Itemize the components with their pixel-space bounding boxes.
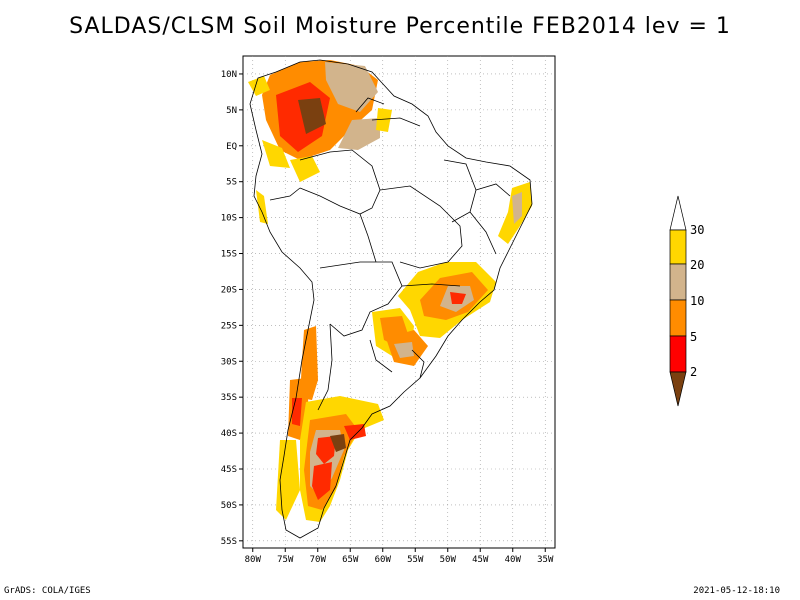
- lon-label: 75W: [277, 555, 294, 565]
- lon-label: 50W: [440, 555, 457, 565]
- lon-label: 70W: [310, 555, 327, 565]
- lon-label: 60W: [375, 555, 392, 565]
- footer-timestamp: 2021-05-12-18:10: [693, 586, 780, 596]
- colorbar-arrow-top: [669, 195, 687, 231]
- lat-label: 15S: [221, 250, 237, 260]
- colorbar-label-10: 10: [690, 294, 704, 308]
- lat-label: 5S: [226, 178, 237, 188]
- lat-label: 5N: [226, 106, 237, 116]
- lat-label: 20S: [221, 285, 237, 295]
- colorbar: 30 20 10 5 2: [669, 195, 704, 407]
- colorbar-bin-5-10: [669, 299, 687, 337]
- colorbar-bin-2-5: [669, 335, 687, 373]
- percentile-fill: [248, 60, 532, 522]
- lon-label: 55W: [407, 555, 424, 565]
- lon-label: 40W: [505, 555, 522, 565]
- colorbar-label-20: 20: [690, 258, 704, 272]
- lat-label: EQ: [226, 142, 237, 152]
- country-outlines: [249, 59, 533, 539]
- colorbar-label-30: 30: [690, 223, 704, 237]
- lat-label: 25S: [221, 321, 237, 331]
- lat-label: 10N: [221, 70, 237, 80]
- lon-label: 35W: [537, 555, 554, 565]
- lon-label: 45W: [472, 555, 489, 565]
- lon-label: 80W: [245, 555, 262, 565]
- colorbar-label-5: 5: [690, 330, 697, 344]
- colorbar-bin-10-20: [669, 263, 687, 301]
- lat-label: 50S: [221, 501, 237, 511]
- lat-label: 30S: [221, 357, 237, 367]
- map-frame: [242, 55, 556, 549]
- lat-label: 55S: [221, 537, 237, 547]
- lon-label: 65W: [342, 555, 359, 565]
- footer-credit: GrADS: COLA/IGES: [4, 586, 91, 596]
- colorbar-label-2: 2: [690, 365, 697, 379]
- lat-label: 40S: [221, 429, 237, 439]
- lat-label: 35S: [221, 393, 237, 403]
- map-title: SALDAS/CLSM Soil Moisture Percentile FEB…: [69, 14, 731, 39]
- colorbar-arrow-bottom: [669, 371, 687, 407]
- lat-label: 45S: [221, 465, 237, 475]
- lat-label: 10S: [221, 214, 237, 224]
- colorbar-bin-20-30: [669, 229, 687, 265]
